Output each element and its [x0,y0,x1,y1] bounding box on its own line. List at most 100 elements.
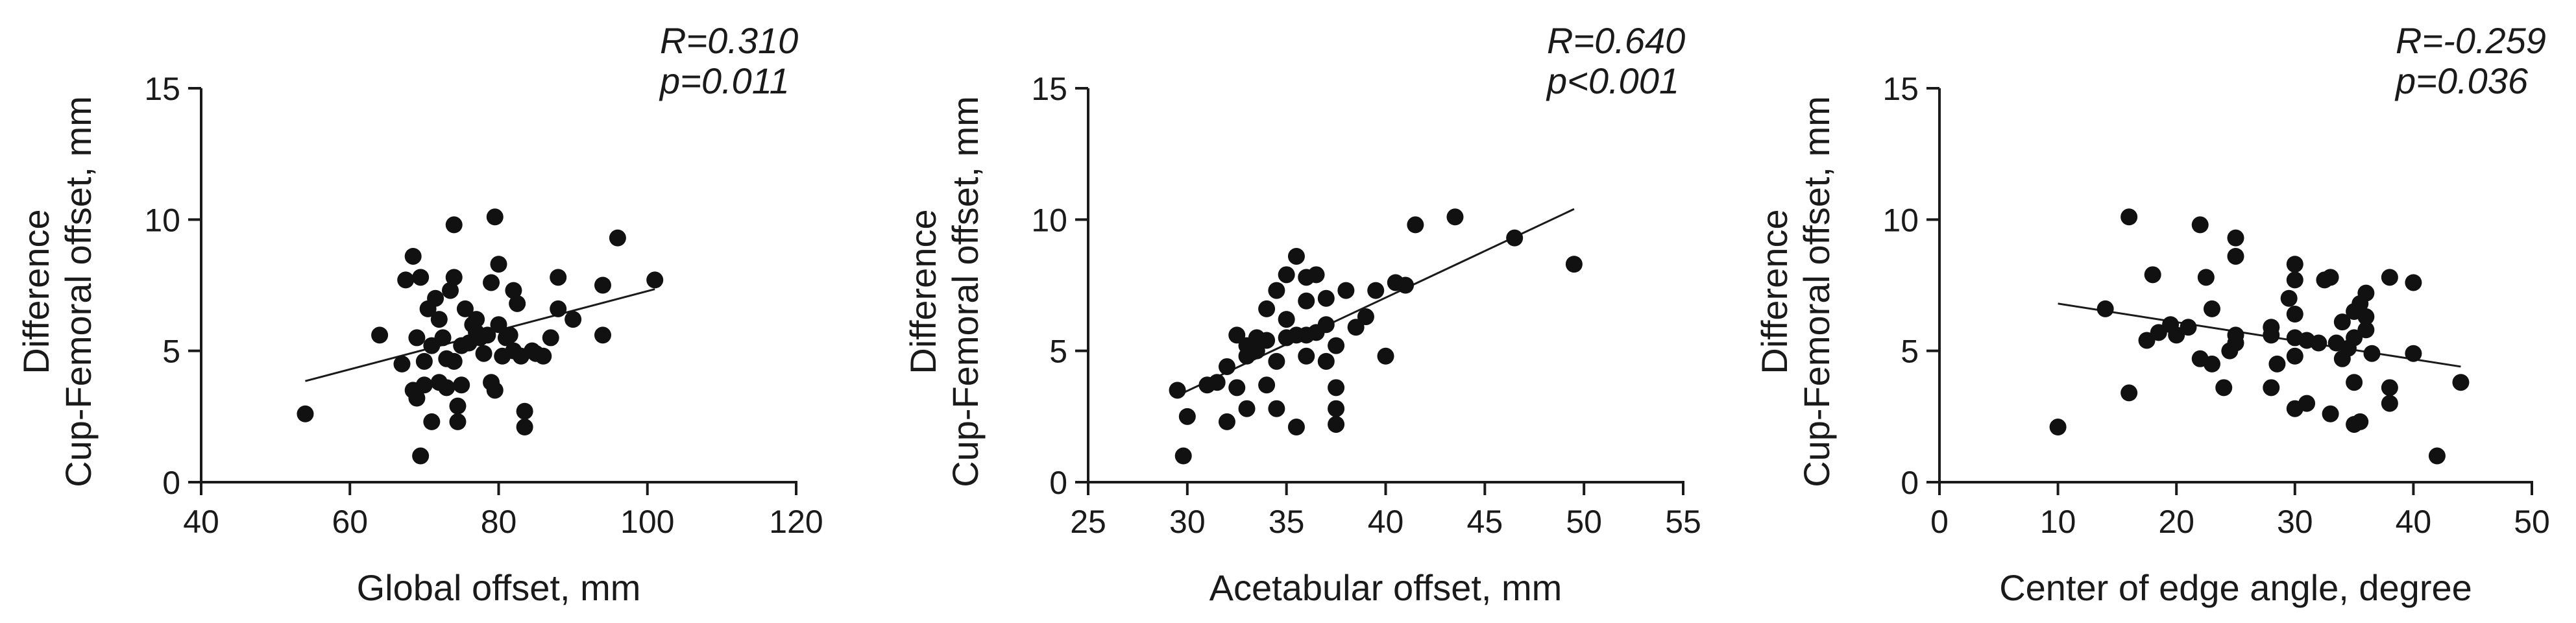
data-point [393,355,411,373]
data-point [1446,208,1464,226]
data-point [2215,379,2233,397]
p-value: p=0.011 [659,60,790,101]
data-point [2351,413,2369,430]
data-point [1506,229,1524,247]
y-axis-label-line-1: Difference [1754,209,1795,374]
data-point [453,376,470,394]
data-point [415,352,433,370]
data-point [2286,306,2303,323]
regression-line [2058,302,2461,368]
data-point [1258,332,1276,349]
x-tick-label: 40 [183,504,219,540]
data-point [445,352,463,370]
data-point [1248,342,1265,360]
x-tick-label: 80 [481,504,517,540]
data-point [1407,216,1424,234]
data-point [1169,382,1186,399]
data-point [427,289,444,307]
data-point [2405,274,2422,291]
data-point [371,326,389,344]
data-point [2381,269,2398,286]
data-point [408,389,426,407]
data-point [1397,276,1415,294]
data-point [1174,447,1192,465]
x-tick-label: 50 [2514,504,2550,540]
data-point [2322,269,2339,286]
data-point [2357,308,2375,326]
data-point [1317,316,1335,334]
x-axis-label: Center of edge angle, degree [1999,567,2472,608]
y-axis-label-line-2: Cup-Femoral offset, mm [1796,96,1837,487]
data-point [2286,347,2303,365]
data-point [646,271,664,289]
data-point [2381,379,2398,397]
y-tick-label: 15 [144,71,180,107]
data-point [2346,374,2363,391]
p-value: p=0.036 [2394,60,2529,101]
data-point [1278,311,1295,328]
y-tick-label: 0 [1901,465,1919,501]
y-tick-label: 10 [1031,202,1067,238]
x-axis-label: Global offset, mm [357,567,641,608]
data-point [1328,400,1345,417]
data-point [2197,269,2215,286]
data-point [297,405,314,422]
y-axis-label-line-1: Difference [16,209,56,374]
data-point [516,419,533,436]
x-tick-label: 30 [2277,504,2313,540]
x-tick-label: 30 [1169,504,1206,540]
data-point [2322,405,2339,422]
data-point [2180,319,2197,336]
data-point [430,311,448,328]
data-point [2096,300,2114,317]
data-point [456,300,474,317]
data-point [479,326,496,344]
data-point [2381,395,2398,412]
data-point [1565,256,1583,273]
data-point [2227,247,2244,265]
data-point [1268,282,1285,299]
data-point [1298,347,1315,365]
x-axis-label: Acetabular offset, mm [1209,567,1562,608]
y-tick-label: 15 [1882,71,1919,107]
data-point [594,276,611,294]
data-point [1178,408,1196,425]
y-tick-label: 10 [1882,202,1919,238]
data-point [2150,324,2167,341]
data-point [2138,332,2156,349]
data-point [2310,334,2327,352]
data-point [535,347,552,365]
data-point [1307,266,1325,284]
data-point [1328,379,1345,397]
scatter-panel-2: 25 30 35 40 45 50 55 0 5 10 15 Acetabular offset, m… [903,20,1701,608]
y-tick-label: 0 [1049,465,1067,501]
data-point [509,295,526,312]
data-point [2357,321,2375,339]
data-point [486,382,504,399]
data-point [2263,326,2280,344]
x-tick-label: 45 [1467,504,1503,540]
data-point [475,345,492,362]
data-point [1218,413,1235,430]
data-point [2346,329,2363,347]
data-point [2363,345,2381,362]
data-point [415,376,433,394]
data-point [1367,282,1385,299]
data-point [1218,358,1235,375]
y-tick-label: 5 [1049,334,1067,370]
data-point [2191,216,2209,234]
data-point [408,329,426,347]
data-point [594,326,611,344]
y-axis-label-line-1: Difference [903,209,943,374]
data-point [434,329,452,347]
x-tick-label: 10 [2040,504,2076,540]
data-point [449,397,467,415]
data-point [1238,400,1256,417]
data-point [490,316,507,334]
x-tick-label: 100 [620,504,674,540]
x-tick-label: 35 [1269,504,1305,540]
data-point [550,269,567,286]
data-point [1328,415,1345,433]
data-point [1377,347,1394,365]
data-point [1347,319,1365,336]
